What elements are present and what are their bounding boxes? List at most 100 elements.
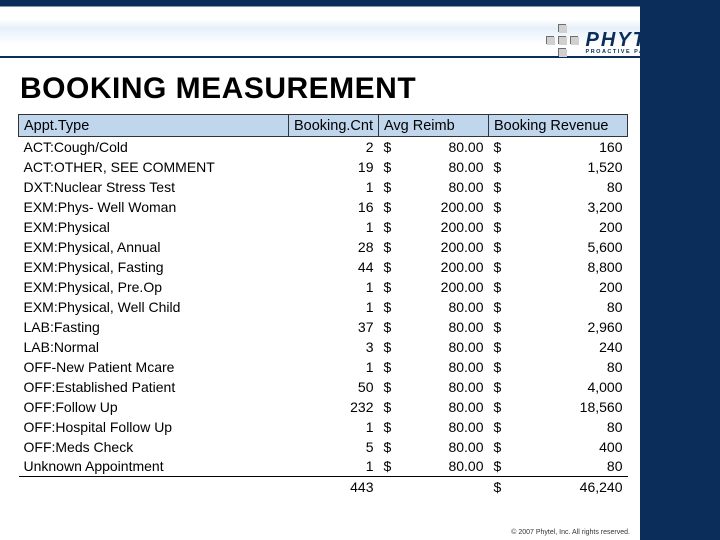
total-rev: 46,240 xyxy=(507,477,628,497)
table-row: LAB:Fasting37$80.00$2,960 xyxy=(19,317,628,337)
currency-symbol: $ xyxy=(489,297,507,317)
copyright: © 2007 Phytel, Inc. All rights reserved. xyxy=(511,529,630,536)
cell-type: EXM:Physical, Fasting xyxy=(19,257,289,277)
cell-type: OFF:Established Patient xyxy=(19,377,289,397)
table-row: EXM:Physical, Pre.Op1$200.00$200 xyxy=(19,277,628,297)
currency-symbol: $ xyxy=(379,137,397,157)
cell-cnt: 1 xyxy=(289,277,379,297)
cell-cnt: 1 xyxy=(289,297,379,317)
cell-rev: 80 xyxy=(507,297,628,317)
currency-symbol: $ xyxy=(379,197,397,217)
right-accent-band xyxy=(640,0,720,540)
table-row: OFF:Follow Up232$80.00$18,560 xyxy=(19,397,628,417)
cell-cnt: 2 xyxy=(289,137,379,157)
currency-symbol: $ xyxy=(379,217,397,237)
table-row: OFF-New Patient Mcare1$80.00$80 xyxy=(19,357,628,377)
cell-reimb: 80.00 xyxy=(397,457,489,477)
cell-type: ACT:Cough/Cold xyxy=(19,137,289,157)
cell-rev: 3,200 xyxy=(507,197,628,217)
col-avg-reimb: Avg Reimb xyxy=(379,115,489,137)
currency-symbol: $ xyxy=(489,257,507,277)
table-row: OFF:Meds Check5$80.00$400 xyxy=(19,437,628,457)
cell-type: OFF:Follow Up xyxy=(19,397,289,417)
cell-reimb: 80.00 xyxy=(397,177,489,197)
table-wrapper: Appt.Type Booking.Cnt Avg Reimb Booking … xyxy=(18,114,628,497)
cell-cnt: 19 xyxy=(289,157,379,177)
currency-symbol: $ xyxy=(489,457,507,477)
currency-symbol: $ xyxy=(379,337,397,357)
cell-cnt: 1 xyxy=(289,357,379,377)
cell-cnt: 3 xyxy=(289,337,379,357)
cell-rev: 160 xyxy=(507,137,628,157)
cell-reimb: 200.00 xyxy=(397,257,489,277)
currency-symbol: $ xyxy=(379,277,397,297)
currency-symbol: $ xyxy=(489,377,507,397)
currency-symbol: $ xyxy=(379,257,397,277)
cell-rev: 5,600 xyxy=(507,237,628,257)
cell-rev: 2,960 xyxy=(507,317,628,337)
cell-reimb: 80.00 xyxy=(397,437,489,457)
currency-symbol: $ xyxy=(379,377,397,397)
cell-reimb: 200.00 xyxy=(397,277,489,297)
table-row: OFF:Established Patient50$80.00$4,000 xyxy=(19,377,628,397)
cell-reimb: 80.00 xyxy=(397,297,489,317)
cell-rev: 1,520 xyxy=(507,157,628,177)
currency-symbol: $ xyxy=(489,417,507,437)
cell-rev: 80 xyxy=(507,177,628,197)
cell-reimb: 200.00 xyxy=(397,217,489,237)
cell-type: OFF:Meds Check xyxy=(19,437,289,457)
table-row: Unknown Appointment1$80.00$80 xyxy=(19,457,628,477)
currency-symbol: $ xyxy=(489,397,507,417)
cell-reimb: 80.00 xyxy=(397,137,489,157)
cell-cnt: 28 xyxy=(289,237,379,257)
currency-symbol: $ xyxy=(489,277,507,297)
cell-rev: 200 xyxy=(507,217,628,237)
currency-symbol: $ xyxy=(489,157,507,177)
cell-rev: 18,560 xyxy=(507,397,628,417)
currency-symbol: $ xyxy=(489,357,507,377)
col-appt-type: Appt.Type xyxy=(19,115,289,137)
cell-reimb: 80.00 xyxy=(397,317,489,337)
cell-type: EXM:Physical, Annual xyxy=(19,237,289,257)
cell-cnt: 44 xyxy=(289,257,379,277)
cell-reimb: 80.00 xyxy=(397,377,489,397)
logo-name: PHYTEL xyxy=(586,30,692,50)
table-row: ACT:Cough/Cold2$80.00$160 xyxy=(19,137,628,157)
cell-rev: 200 xyxy=(507,277,628,297)
table-row: EXM:Physical1$200.00$200 xyxy=(19,217,628,237)
currency-symbol: $ xyxy=(379,457,397,477)
cell-rev: 80 xyxy=(507,357,628,377)
cell-type: EXM:Phys- Well Woman xyxy=(19,197,289,217)
currency-symbol: $ xyxy=(379,357,397,377)
cell-reimb: 80.00 xyxy=(397,357,489,377)
currency-symbol: $ xyxy=(489,437,507,457)
total-cnt: 443 xyxy=(289,477,379,497)
currency-symbol: $ xyxy=(489,317,507,337)
currency-symbol: $ xyxy=(489,197,507,217)
cell-type: OFF:Hospital Follow Up xyxy=(19,417,289,437)
cell-rev: 80 xyxy=(507,417,628,437)
cell-rev: 8,800 xyxy=(507,257,628,277)
cell-type: EXM:Physical, Pre.Op xyxy=(19,277,289,297)
cell-cnt: 5 xyxy=(289,437,379,457)
cell-type: EXM:Physical xyxy=(19,217,289,237)
currency-symbol: $ xyxy=(379,177,397,197)
col-booking-revenue: Booking Revenue xyxy=(489,115,628,137)
cell-reimb: 80.00 xyxy=(397,157,489,177)
plus-icon xyxy=(544,22,580,63)
cell-cnt: 1 xyxy=(289,177,379,197)
cell-cnt: 50 xyxy=(289,377,379,397)
cell-cnt: 1 xyxy=(289,417,379,437)
currency-symbol: $ xyxy=(489,137,507,157)
table-row: EXM:Physical, Fasting44$200.00$8,800 xyxy=(19,257,628,277)
table-row: ACT:OTHER, SEE COMMENT19$80.00$1,520 xyxy=(19,157,628,177)
currency-symbol: $ xyxy=(379,317,397,337)
cell-cnt: 37 xyxy=(289,317,379,337)
currency-symbol: $ xyxy=(489,237,507,257)
table-row: LAB:Normal3$80.00$240 xyxy=(19,337,628,357)
cell-reimb: 80.00 xyxy=(397,417,489,437)
table-row: EXM:Physical, Well Child1$80.00$80 xyxy=(19,297,628,317)
cell-reimb: 200.00 xyxy=(397,237,489,257)
page-title: BOOKING MEASUREMENT xyxy=(20,72,416,106)
cell-cnt: 1 xyxy=(289,457,379,477)
